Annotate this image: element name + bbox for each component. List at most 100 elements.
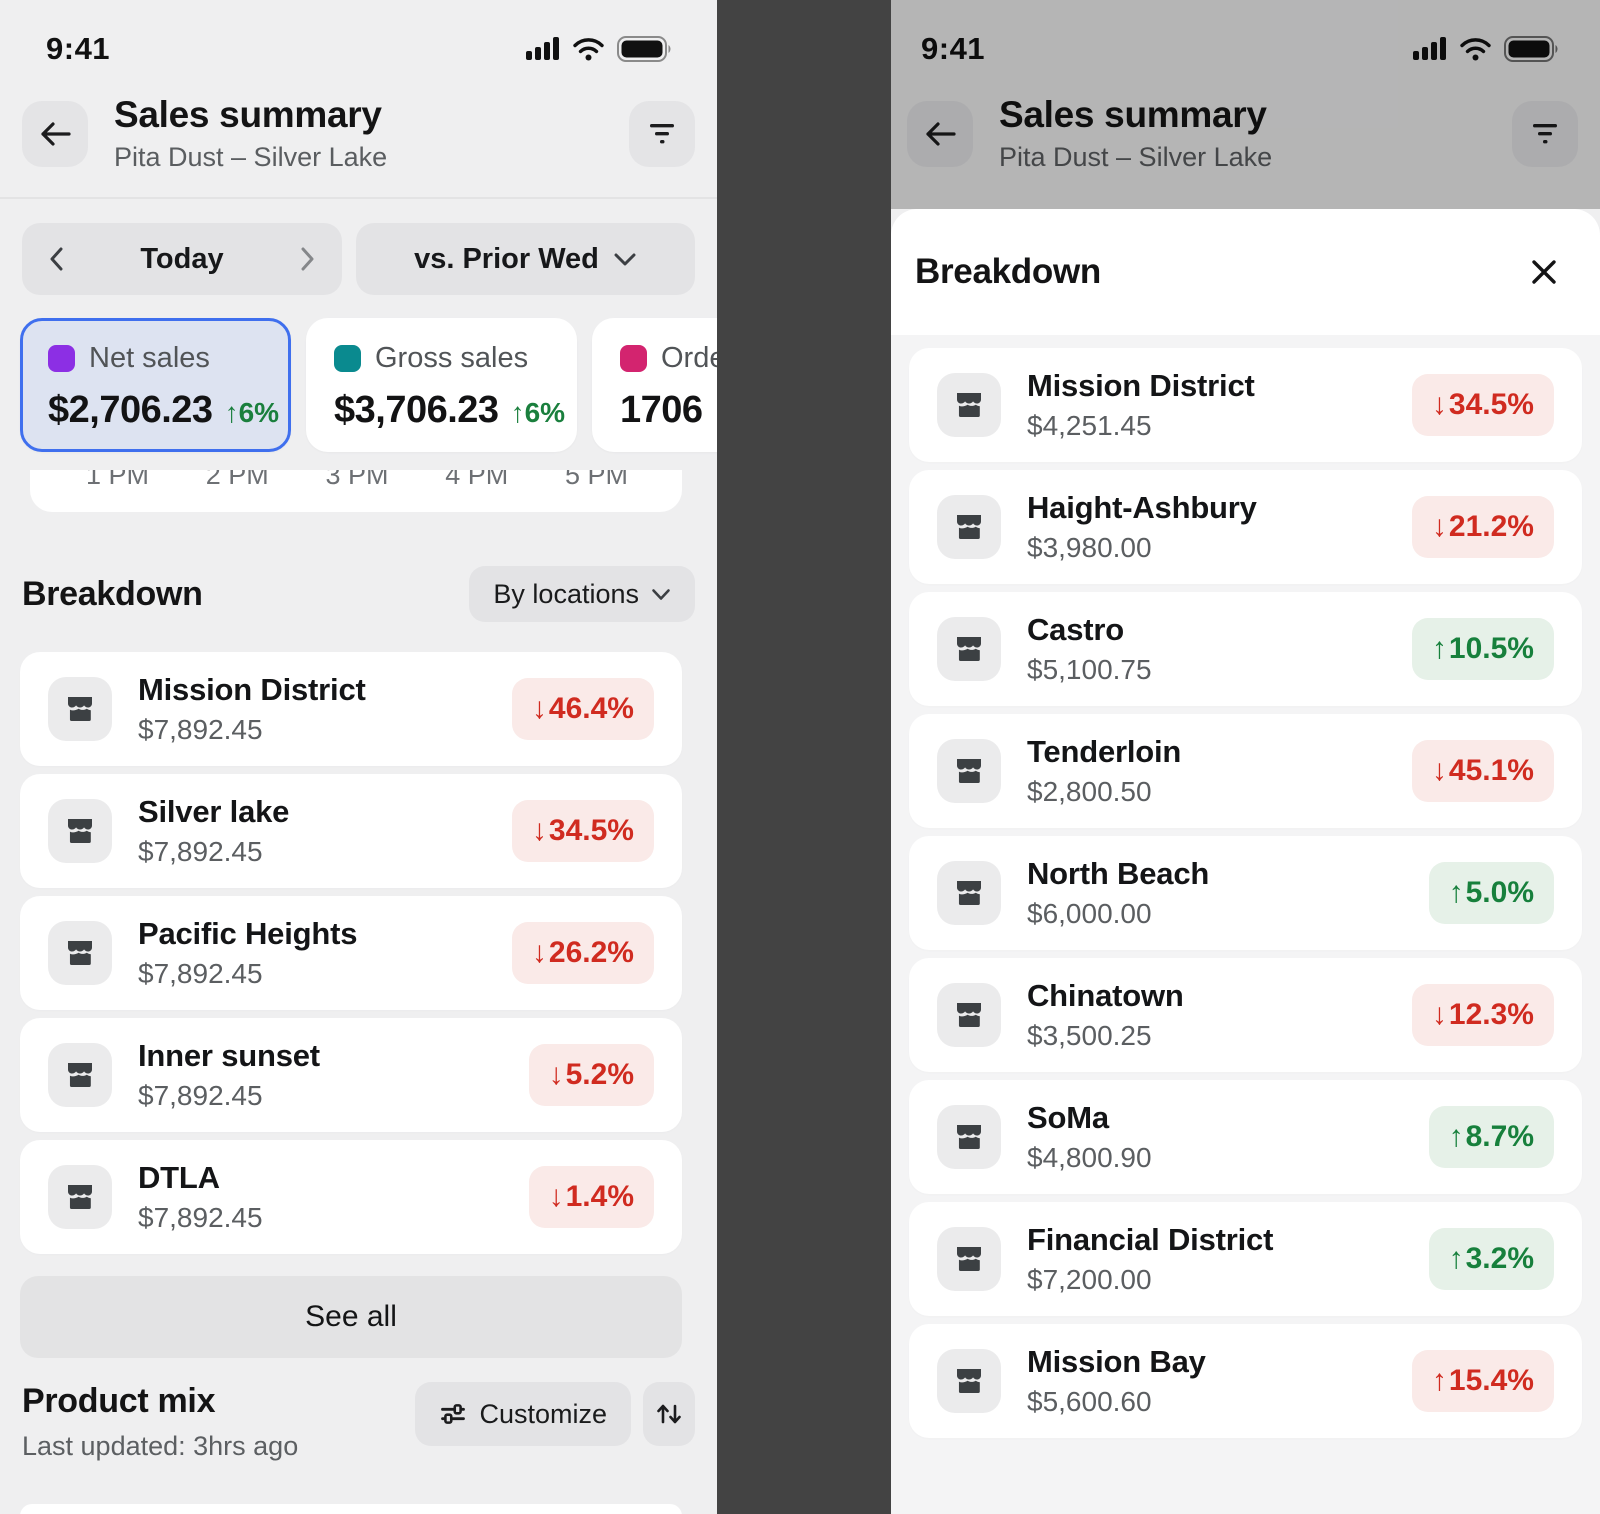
see-all-button[interactable]: See all	[20, 1276, 682, 1358]
filter-icon	[647, 122, 677, 146]
change-badge: ↓ 21.2%	[1411, 496, 1554, 558]
chevron-down-icon	[651, 588, 671, 601]
page-header: Sales summary Pita Dust – Silver Lake	[0, 72, 717, 199]
metric-card-gross-sales[interactable]: Gross sales $3,706.23 ↑6%	[306, 318, 577, 452]
location-row[interactable]: Mission Bay $5,600.60 ↑ 15.4%	[909, 1324, 1582, 1438]
battery-icon	[617, 36, 673, 62]
location-amount: $7,892.45	[138, 1202, 263, 1233]
sort-button[interactable]	[643, 1382, 695, 1446]
next-day-chevron-icon[interactable]	[300, 246, 316, 272]
metric-delta: ↑6%	[510, 397, 566, 428]
sales-summary-screen: 9:41 Sales summary Pita Dust – Silver La…	[0, 0, 717, 1514]
storefront-icon	[937, 495, 1001, 559]
change-badge: ↓ 26.2%	[511, 922, 654, 984]
storefront-icon	[48, 1165, 112, 1229]
metric-card-net-sales[interactable]: Net sales $2,706.23 ↑6%	[20, 318, 291, 452]
metric-cards-row: Net sales $2,706.23 ↑6% Gross sales $3,7…	[0, 300, 717, 470]
location-name: Mission District	[1027, 368, 1255, 403]
metric-value: $3,706.23	[334, 389, 499, 431]
close-button[interactable]	[1516, 244, 1572, 300]
location-row[interactable]: Mission District $4,251.45 ↓ 34.5%	[909, 348, 1582, 462]
status-bar: 9:41	[891, 0, 1600, 72]
wifi-icon	[572, 37, 605, 61]
cellular-signal-icon	[1413, 37, 1447, 61]
storefront-icon	[937, 1227, 1001, 1291]
metric-value: 1706	[620, 389, 703, 431]
compare-selector[interactable]: vs. Prior Wed	[356, 223, 695, 295]
location-amount: $3,500.25	[1027, 1020, 1152, 1051]
change-badge: ↑ 15.4%	[1411, 1350, 1554, 1412]
location-amount: $2,800.50	[1027, 776, 1152, 807]
location-name: Mission District	[138, 672, 366, 707]
change-badge: ↓ 5.2%	[528, 1044, 654, 1106]
storefront-icon	[937, 1349, 1001, 1413]
location-row[interactable]: Haight-Ashbury $3,980.00 ↓ 21.2%	[909, 470, 1582, 584]
location-name: Castro	[1027, 612, 1124, 647]
change-badge: ↑ 10.5%	[1411, 618, 1554, 680]
location-row[interactable]: Chinatown $3,500.25 ↓ 12.3%	[909, 958, 1582, 1072]
location-name: Mission Bay	[1027, 1344, 1206, 1379]
metric-card-orders[interactable]: Orders 1706 ↑	[592, 318, 717, 452]
location-row[interactable]: Pacific Heights $7,892.45 ↓ 26.2%	[20, 896, 682, 1010]
clock: 9:41	[921, 31, 986, 66]
storefront-icon	[937, 983, 1001, 1047]
metric-value: $2,706.23	[48, 389, 213, 431]
controls-row: Today vs. Prior Wed	[0, 199, 717, 295]
last-updated-text: Last updated: 3hrs ago	[22, 1431, 299, 1461]
location-row[interactable]: Castro $5,100.75 ↑ 10.5%	[909, 592, 1582, 706]
status-icons	[1413, 36, 1560, 62]
storefront-icon	[48, 799, 112, 863]
filter-button[interactable]	[1512, 100, 1578, 167]
location-row[interactable]: Mission District $7,892.45 ↓ 46.4%	[20, 652, 682, 766]
filter-icon	[1530, 122, 1560, 146]
by-locations-dropdown[interactable]: By locations	[469, 566, 695, 622]
status-bar: 9:41	[0, 0, 717, 72]
metric-label: Gross sales	[375, 342, 529, 374]
back-button[interactable]	[907, 100, 973, 167]
change-badge: ↓ 1.4%	[528, 1166, 654, 1228]
back-button[interactable]	[22, 100, 88, 167]
location-amount: $7,892.45	[138, 836, 263, 867]
status-icons	[526, 36, 673, 62]
location-amount: $6,000.00	[1027, 898, 1152, 929]
location-row[interactable]: Tenderloin $2,800.50 ↓ 45.1%	[909, 714, 1582, 828]
sort-arrows-icon	[656, 1400, 682, 1428]
chevron-down-icon	[613, 252, 637, 267]
location-amount: $7,892.45	[138, 958, 263, 989]
date-selector[interactable]: Today	[22, 223, 342, 295]
page-title: Sales summary	[114, 94, 382, 135]
location-name: DTLA	[138, 1160, 220, 1195]
location-row[interactable]: Financial District $7,200.00 ↑ 3.2%	[909, 1202, 1582, 1316]
metric-delta: ↑	[715, 397, 717, 429]
wifi-icon	[1459, 37, 1492, 61]
breakdown-modal: Breakdown Mission District $4,251.45 ↓ 34.…	[891, 209, 1600, 1514]
modal-scrim[interactable]	[891, 0, 1600, 209]
location-row[interactable]: SoMa $4,800.90 ↑ 8.7%	[909, 1080, 1582, 1194]
orders-dot-icon	[620, 345, 647, 372]
close-icon	[1529, 257, 1559, 287]
sliders-icon	[439, 1400, 467, 1428]
by-locations-label: By locations	[493, 578, 639, 609]
filter-button[interactable]	[629, 100, 695, 167]
storefront-icon	[48, 677, 112, 741]
location-row[interactable]: Silver lake $7,892.45 ↓ 34.5%	[20, 774, 682, 888]
location-name: Chinatown	[1027, 978, 1184, 1013]
customize-button[interactable]: Customize	[415, 1382, 631, 1446]
breakdown-modal-screen: 9:41 Sales summary Pita Dust – Silver La…	[891, 0, 1600, 1514]
back-arrow-icon	[38, 119, 72, 149]
change-badge: ↓ 12.3%	[1411, 984, 1554, 1046]
prev-day-chevron-icon[interactable]	[48, 246, 64, 272]
storefront-icon	[937, 373, 1001, 437]
change-badge: ↑ 3.2%	[1428, 1228, 1554, 1290]
location-row[interactable]: DTLA $7,892.45 ↓ 1.4%	[20, 1140, 682, 1254]
location-name: Financial District	[1027, 1222, 1274, 1257]
location-amount: $7,892.45	[138, 1080, 263, 1111]
product-mix-card-peek	[20, 1504, 682, 1514]
location-row[interactable]: North Beach $6,000.00 ↑ 5.0%	[909, 836, 1582, 950]
storefront-icon	[937, 1105, 1001, 1169]
change-badge: ↑ 8.7%	[1428, 1106, 1554, 1168]
dimmed-background: 9:41 Sales summary Pita Dust – Silver La…	[891, 0, 1600, 209]
location-row[interactable]: Inner sunset $7,892.45 ↓ 5.2%	[20, 1018, 682, 1132]
gross-sales-dot-icon	[334, 345, 361, 372]
compare-label: vs. Prior Wed	[414, 242, 599, 275]
